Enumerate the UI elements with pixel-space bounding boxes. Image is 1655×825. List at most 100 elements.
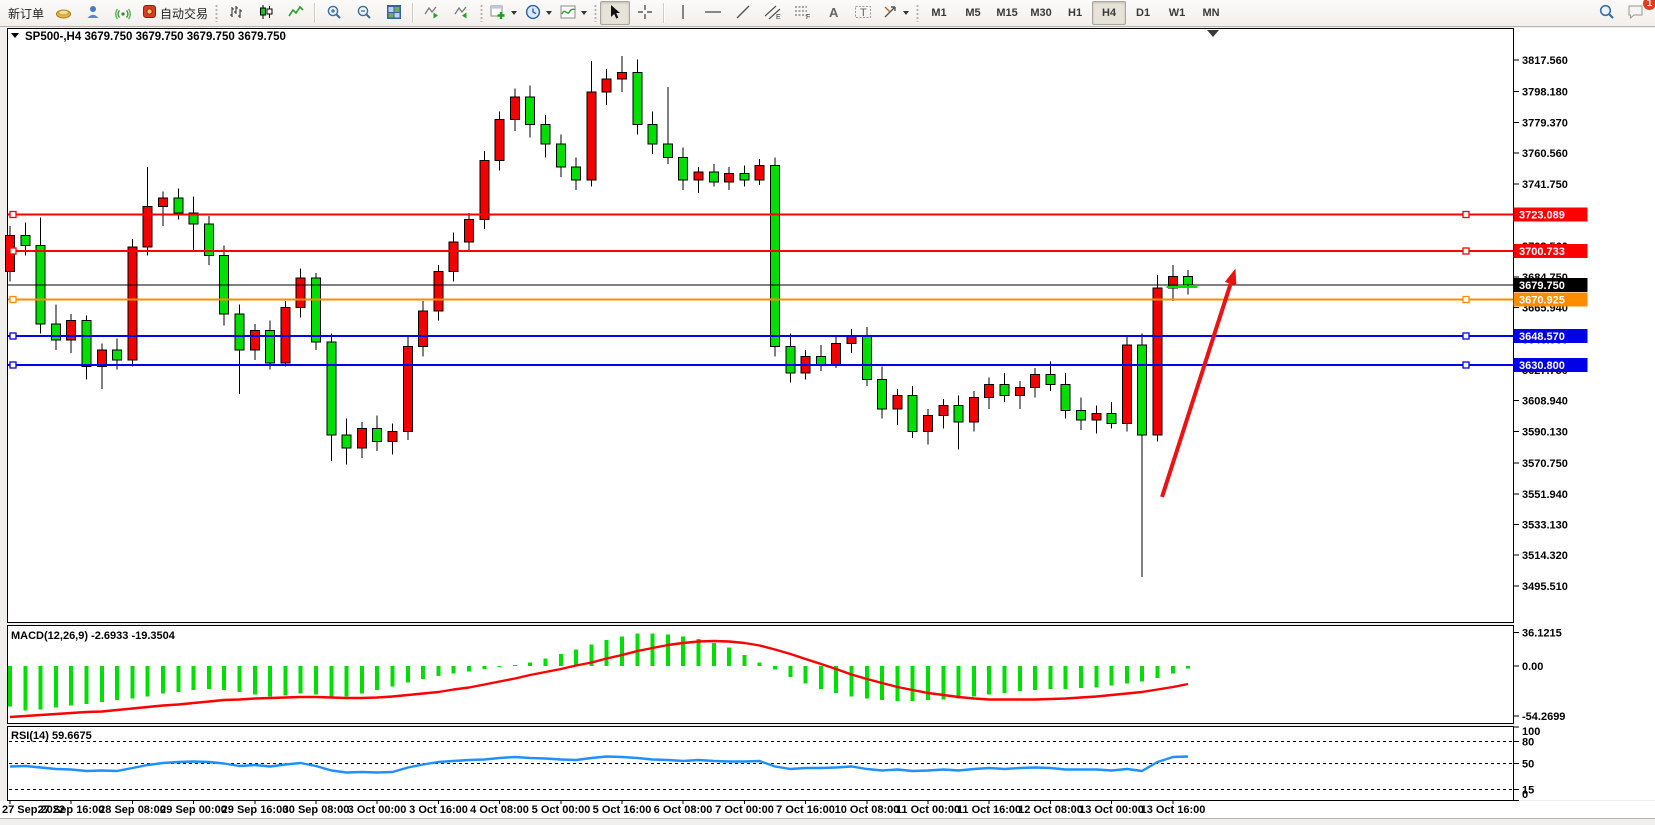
tile-windows-button[interactable] bbox=[379, 1, 409, 25]
timeframe-m15-button[interactable]: M15 bbox=[996, 7, 1018, 19]
fibonacci-tool-button[interactable]: F bbox=[788, 1, 818, 25]
line-handle[interactable] bbox=[9, 332, 17, 340]
notifications-button[interactable]: 1 bbox=[1621, 0, 1655, 25]
line-handle[interactable] bbox=[1462, 295, 1470, 304]
label-tool-button[interactable]: T bbox=[848, 1, 878, 25]
macd-histogram-bar bbox=[390, 666, 395, 687]
timeframe-mn-button[interactable]: MN bbox=[1202, 7, 1220, 19]
channel-tool-button[interactable]: E bbox=[758, 1, 788, 25]
candlestick-icon bbox=[258, 4, 274, 23]
new-chart-button[interactable] bbox=[486, 1, 521, 25]
crosshair-icon bbox=[637, 4, 653, 23]
trend-arrow-head[interactable] bbox=[1224, 268, 1237, 286]
price-tick-label: 3760.560 bbox=[1522, 148, 1568, 160]
candle-down bbox=[709, 171, 719, 183]
period-clock-button[interactable] bbox=[521, 1, 556, 25]
candle-up bbox=[831, 343, 841, 365]
symbol-dropdown-icon[interactable] bbox=[11, 33, 19, 38]
zoom-out-button[interactable] bbox=[349, 1, 379, 25]
candle-down bbox=[1060, 384, 1071, 411]
line-handle[interactable] bbox=[1462, 210, 1470, 219]
autotrading-label: 自动交易 bbox=[160, 6, 209, 21]
candle-down bbox=[51, 323, 61, 341]
time-tick-label: 29 Sep 16:00 bbox=[222, 804, 289, 816]
timeframe-m5-button[interactable]: M5 bbox=[965, 7, 981, 19]
vertical-line-tool-button[interactable] bbox=[668, 1, 698, 25]
chart-shift-button[interactable] bbox=[447, 1, 477, 25]
macd-histogram-bar bbox=[1033, 666, 1037, 690]
candle-up bbox=[464, 219, 474, 243]
chevron-down-icon bbox=[511, 11, 518, 15]
macd-histogram-bar bbox=[298, 666, 303, 694]
timeframe-d1-button[interactable]: D1 bbox=[1136, 7, 1151, 19]
candle-up bbox=[754, 165, 765, 181]
indicators-button[interactable] bbox=[556, 1, 591, 25]
auto-scroll-button[interactable] bbox=[417, 1, 447, 25]
time-tick-label: 27 Sep 2022 bbox=[2, 804, 65, 816]
candle-down bbox=[877, 379, 887, 410]
line-handle[interactable] bbox=[9, 295, 17, 304]
crosshair-tool-button[interactable] bbox=[630, 1, 660, 25]
main-pane[interactable] bbox=[7, 28, 1514, 623]
candle-down bbox=[540, 124, 551, 145]
candle-up bbox=[724, 173, 734, 183]
time-axis-panel[interactable] bbox=[0, 801, 1655, 818]
bar-chart-button[interactable] bbox=[221, 1, 251, 25]
macd-histogram-bar bbox=[559, 654, 563, 666]
shapes-tool-button[interactable] bbox=[878, 1, 913, 25]
candle-down bbox=[234, 313, 245, 351]
signals-button[interactable] bbox=[108, 1, 138, 25]
chart-shift-icon bbox=[454, 4, 470, 23]
community-button[interactable] bbox=[78, 1, 108, 25]
search-button[interactable] bbox=[1591, 1, 1621, 25]
line-handle[interactable] bbox=[9, 361, 17, 369]
gold-deposit-button[interactable] bbox=[48, 1, 78, 25]
line-handle[interactable] bbox=[1462, 361, 1470, 369]
macd-histogram-bar bbox=[956, 666, 961, 699]
line-handle[interactable] bbox=[9, 247, 17, 255]
timeframe-h4-button[interactable]: H4 bbox=[1092, 1, 1127, 25]
new-order-label: 新订单 bbox=[8, 6, 45, 21]
candle-up bbox=[433, 271, 444, 312]
text-tool-icon: A bbox=[826, 4, 840, 23]
macd-histogram-bar bbox=[482, 666, 487, 669]
rsi-label: RSI(14) 59.6675 bbox=[11, 730, 92, 742]
timeframe-h1-button[interactable]: H1 bbox=[1068, 7, 1083, 19]
trend-arrow-line[interactable] bbox=[1160, 283, 1233, 498]
horizontal-line-tool-button[interactable] bbox=[698, 1, 728, 25]
timeframe-m1-button[interactable]: M1 bbox=[931, 7, 947, 19]
macd-histogram-bar bbox=[1140, 666, 1144, 682]
macd-histogram-bar bbox=[513, 665, 517, 666]
macd-histogram-bar bbox=[191, 666, 196, 690]
autotrading-button[interactable]: 自动交易 bbox=[138, 1, 212, 25]
candlestick-chart-button[interactable] bbox=[251, 1, 281, 25]
macd-histogram-bar bbox=[421, 666, 425, 679]
macd-histogram-bar bbox=[666, 634, 670, 666]
price-tick-label: 3514.320 bbox=[1522, 550, 1568, 562]
price-label-text: 3670.925 bbox=[1519, 295, 1565, 307]
line-handle[interactable] bbox=[1462, 332, 1470, 340]
cursor-tool-button[interactable] bbox=[600, 1, 631, 25]
new-order-button[interactable]: 新订单 bbox=[4, 1, 48, 25]
trendline-tool-button[interactable] bbox=[728, 1, 758, 25]
candle-down bbox=[1045, 374, 1056, 385]
chevron-down-icon bbox=[581, 11, 588, 15]
timeframe-m30-button[interactable]: M30 bbox=[1030, 7, 1052, 19]
candle-up bbox=[1030, 374, 1040, 388]
chart-shift-marker[interactable] bbox=[1207, 30, 1219, 37]
candle-down bbox=[81, 320, 92, 367]
time-tick-label: 4 Oct 08:00 bbox=[470, 804, 529, 816]
candle-down bbox=[112, 349, 122, 361]
line-handle[interactable] bbox=[9, 210, 17, 219]
macd-pane[interactable] bbox=[7, 625, 1514, 724]
text-tool-button[interactable]: A bbox=[818, 1, 848, 25]
macd-histogram-bar bbox=[865, 666, 869, 699]
horizontal-line-icon bbox=[704, 4, 722, 23]
zoom-in-button[interactable] bbox=[319, 1, 349, 25]
line-handle[interactable] bbox=[1462, 247, 1470, 255]
candle-down bbox=[326, 341, 337, 436]
timeframe-w1-button[interactable]: W1 bbox=[1168, 7, 1186, 19]
line-chart-button[interactable] bbox=[281, 1, 311, 25]
